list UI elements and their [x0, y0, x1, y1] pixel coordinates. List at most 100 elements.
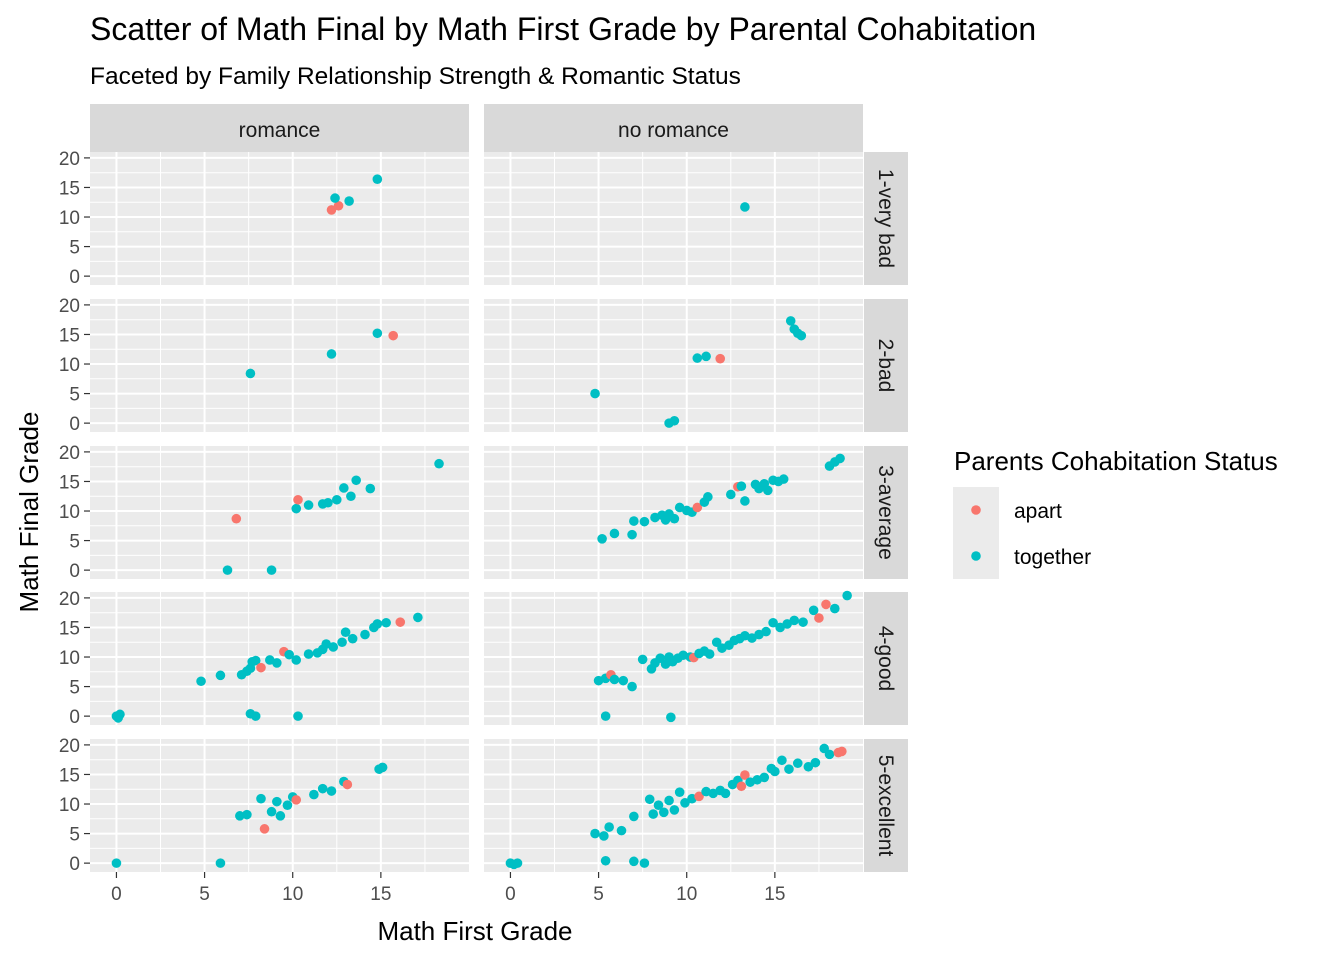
y-tick-label: 15 [59, 325, 80, 346]
row-strip-label: 2-bad [874, 339, 897, 393]
panel-background [90, 592, 469, 725]
data-point [512, 858, 523, 868]
data-point [377, 762, 388, 773]
data-point [342, 779, 353, 790]
legend-item-label: apart [1014, 500, 1062, 523]
y-tick-label: 15 [59, 178, 80, 199]
data-point [740, 496, 750, 506]
data-point [291, 503, 302, 514]
data-point [736, 781, 747, 792]
data-point [803, 761, 814, 772]
data-point [653, 800, 664, 811]
data-point [736, 481, 747, 491]
x-tick-label: 5 [199, 884, 210, 905]
data-point [303, 500, 314, 510]
data-point [740, 770, 750, 780]
data-point [231, 513, 242, 524]
data-point [759, 772, 770, 783]
data-point [326, 786, 337, 796]
y-tick-label: 10 [59, 795, 80, 816]
panel-background [90, 446, 469, 579]
data-point [250, 655, 261, 666]
data-point [616, 825, 627, 836]
data-point [637, 654, 648, 665]
data-point [692, 502, 703, 513]
legend-key-marker [971, 551, 981, 561]
y-tick-label: 15 [59, 472, 80, 493]
data-point [837, 746, 847, 757]
y-tick-label: 5 [69, 238, 80, 259]
legend-title: Parents Cohabitation Status [954, 446, 1278, 476]
row-strip-label: 3-average [874, 465, 897, 560]
data-point [674, 787, 685, 797]
data-point [351, 475, 361, 486]
data-point [669, 415, 680, 426]
column-strip: no romance [484, 104, 863, 152]
y-tick-label: 20 [59, 149, 80, 170]
data-point [829, 603, 840, 614]
data-point [372, 328, 383, 339]
data-point [599, 831, 609, 841]
y-tick-label: 10 [59, 208, 80, 229]
data-point [798, 617, 808, 627]
row-strip-label: 5-excellent [874, 755, 897, 857]
data-point [824, 749, 835, 760]
row-strip-background [864, 446, 908, 579]
data-point [590, 388, 600, 399]
data-point [600, 711, 611, 721]
data-point [821, 599, 831, 610]
data-point [381, 617, 391, 628]
data-point [303, 649, 314, 659]
row-strip-label: 1-very bad [874, 169, 897, 268]
y-tick-label: 15 [59, 765, 80, 786]
data-point [256, 793, 266, 804]
panel-background [90, 152, 469, 285]
data-point [740, 202, 750, 212]
data-point [330, 193, 340, 203]
column-strip-background [90, 104, 469, 152]
data-point [275, 811, 286, 821]
x-tick-label: 0 [505, 884, 516, 905]
legend-key-marker [971, 505, 981, 515]
data-point [669, 805, 680, 815]
data-point [395, 617, 406, 627]
y-tick-label: 5 [69, 532, 80, 553]
data-point [331, 494, 342, 505]
data-point [282, 800, 293, 811]
row-strip-background [864, 152, 908, 285]
facet-panel [484, 152, 863, 285]
y-tick-label: 0 [69, 561, 80, 582]
data-point [323, 497, 333, 508]
data-point [245, 368, 256, 379]
x-tick-label: 10 [676, 884, 697, 905]
data-point [347, 633, 358, 644]
data-point [291, 795, 302, 805]
y-tick-label: 10 [59, 648, 80, 669]
chart-subtitle: Faceted by Family Relationship Strength … [90, 63, 741, 90]
data-point [590, 828, 600, 839]
y-tick-label: 5 [69, 678, 80, 699]
data-point [309, 789, 319, 800]
data-point [796, 330, 807, 341]
data-point [627, 529, 637, 540]
chart-title: Scatter of Math Final by Math First Grad… [90, 11, 1036, 47]
data-point [715, 353, 726, 364]
data-point [365, 483, 376, 494]
data-point [784, 764, 794, 774]
data-point [778, 474, 789, 484]
panel-background [484, 152, 863, 285]
row-strip: 2-bad [864, 299, 908, 432]
y-tick-label: 0 [69, 854, 80, 875]
x-tick-label: 10 [282, 884, 303, 905]
y-tick-label: 0 [69, 707, 80, 728]
data-point [328, 642, 339, 652]
data-point [720, 788, 731, 799]
data-point [808, 605, 819, 616]
data-point [629, 856, 639, 867]
data-point [835, 453, 845, 464]
data-point [235, 811, 245, 821]
data-point [293, 494, 303, 505]
data-point [291, 655, 302, 665]
facet-panel [90, 592, 469, 725]
y-tick-label: 10 [59, 502, 80, 523]
